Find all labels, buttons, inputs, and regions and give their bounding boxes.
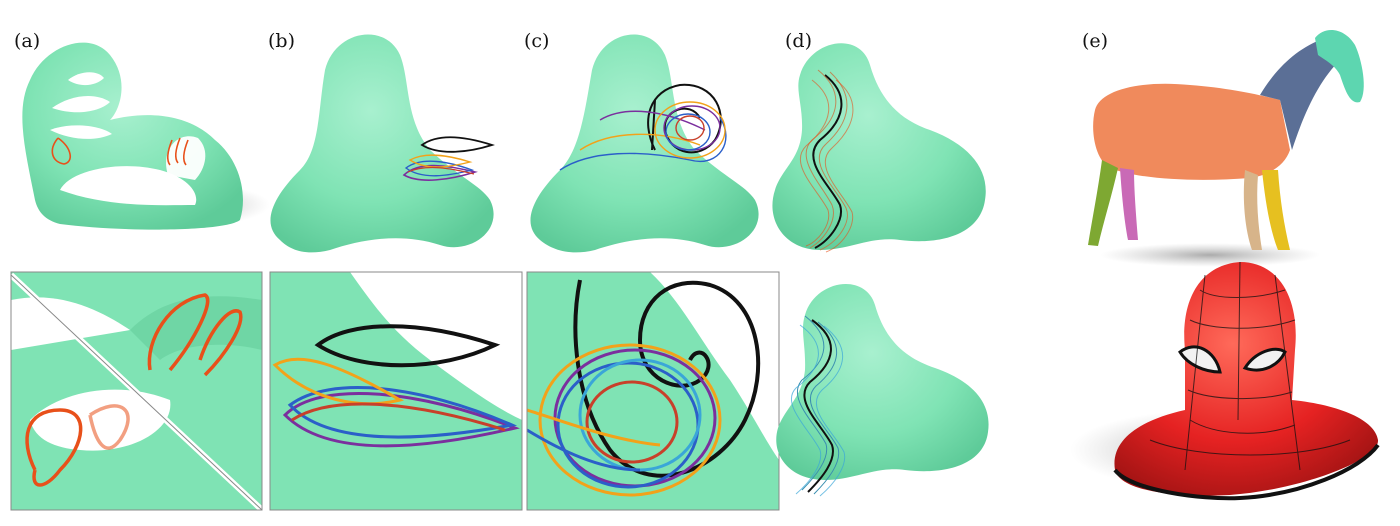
panel-label-d: (d) xyxy=(785,30,812,52)
panel-c-inset-frame xyxy=(526,271,780,511)
panel-label-b: (b) xyxy=(268,30,295,52)
panel-b-inset-frame xyxy=(269,271,523,511)
panel-c-zoom-inset xyxy=(527,272,779,510)
panel-a-inset-frame xyxy=(10,271,263,511)
panel-a-zoom-inset xyxy=(11,272,262,510)
panel-label-e: (e) xyxy=(1082,30,1109,52)
panel-d-bottom-surface xyxy=(776,284,989,497)
panel-c-top-surface xyxy=(530,34,759,253)
panel-b-top-surface xyxy=(270,34,495,253)
panel-label-a: (a) xyxy=(14,30,41,52)
panel-e-horse xyxy=(1088,29,1364,267)
panel-a-top-surface xyxy=(22,42,270,230)
panel-e-spiderman-bust xyxy=(1070,261,1380,501)
panel-label-c: (c) xyxy=(524,30,550,52)
panel-d-top-surface xyxy=(772,43,986,253)
panel-b-zoom-inset xyxy=(270,272,522,510)
